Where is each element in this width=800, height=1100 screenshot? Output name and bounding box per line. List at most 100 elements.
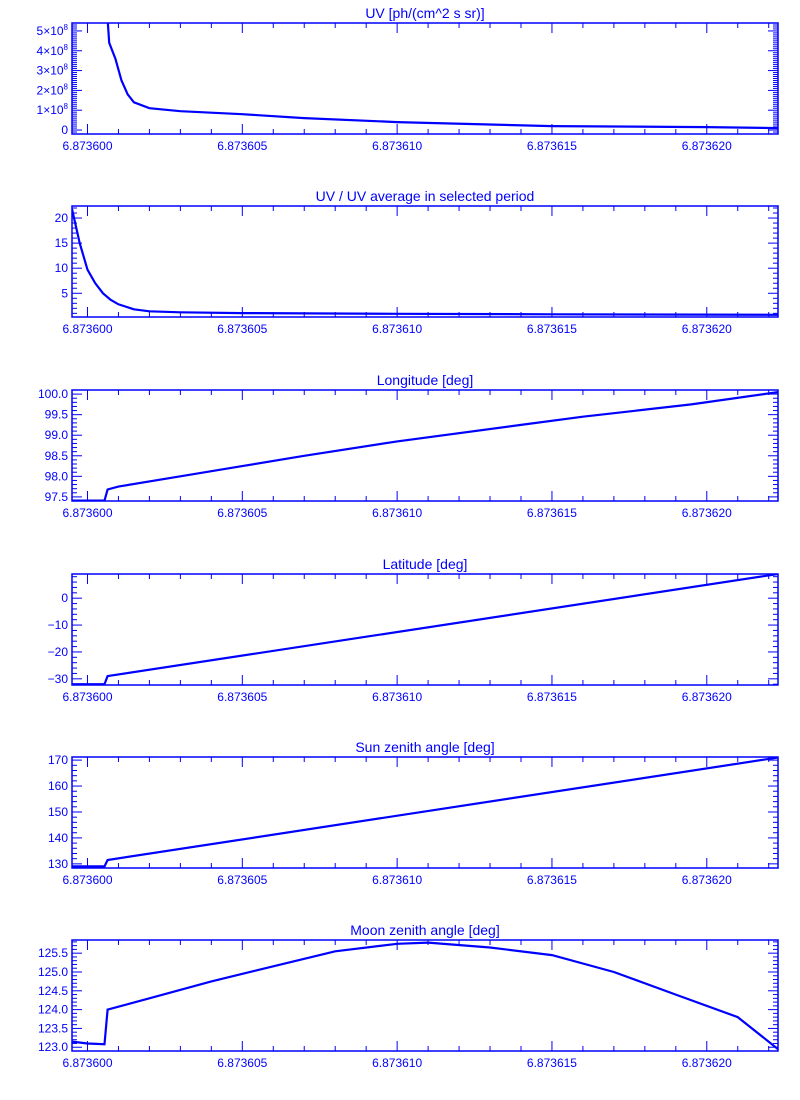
chart-title: Sun zenith angle [deg] [355, 739, 494, 755]
plot-frame [71, 756, 779, 869]
y-tick-label: 20 [55, 211, 69, 225]
x-tick-label: 6.873620 [682, 322, 732, 336]
y-tick-label-exponent: 8 [64, 23, 69, 32]
chart-title: Moon zenith angle [deg] [350, 922, 499, 938]
x-tick-label: 6.873615 [527, 322, 577, 336]
x-tick-label: 6.873615 [527, 873, 577, 887]
data-series-line [72, 391, 778, 501]
y-tick-label-base: 20 [55, 211, 69, 225]
x-tick-label: 6.873600 [62, 873, 112, 887]
y-tick-label-base: 170 [48, 753, 68, 767]
plot-frame [71, 573, 779, 686]
x-tick-label: 6.873600 [62, 322, 112, 336]
y-tick-label-base: 0 [61, 591, 68, 605]
x-tick-label: 6.873615 [527, 690, 577, 704]
y-tick-label: 125.0 [38, 965, 68, 979]
y-tick-label-base: 124.0 [38, 1003, 68, 1017]
y-tick-label: 100.0 [38, 387, 68, 401]
plot-frame [71, 939, 779, 1052]
x-tick-label: 6.873600 [62, 690, 112, 704]
y-tick-label-base: 5 [61, 286, 68, 300]
plot-frame [71, 22, 779, 135]
y-tick-label-base: 0 [61, 123, 68, 137]
chart-title: Latitude [deg] [383, 556, 468, 572]
chart-panel-6: Moon zenith angle [deg] 6.873600 6.873605 6… [38, 922, 779, 1070]
x-tick-label: 6.873615 [527, 139, 577, 153]
chart-panel-4: Latitude [deg] 6.873600 6.873605 6.873610 6.… [48, 556, 779, 704]
data-series-line [72, 941, 778, 1050]
y-tick-label: 130 [48, 857, 68, 871]
chart-panel-3: Longitude [deg] 6.873600 6.873605 6.873610 6… [38, 372, 779, 520]
y-tick-label: 140 [48, 831, 68, 845]
chart-title: Longitude [deg] [377, 372, 474, 388]
data-series-line [106, 23, 778, 130]
y-tick-label: 15 [55, 236, 69, 250]
x-tick-label: 6.873605 [217, 1056, 267, 1070]
x-tick-label: 6.873600 [62, 1056, 112, 1070]
x-tick-label: 6.873620 [682, 506, 732, 520]
y-tick-label: 1×108 [37, 102, 69, 117]
y-tick-label: 5 [61, 286, 68, 300]
y-tick-label: 10 [55, 261, 69, 275]
y-tick-label-base: 125.5 [38, 946, 68, 960]
chart-title: UV [ph/(cm^2 s sr)] [365, 5, 484, 21]
y-tick-label-base: 98.5 [45, 449, 69, 463]
chart-panel-2: UV / UV average in selected period 6.8736… [55, 188, 779, 336]
y-tick-label: 0 [61, 591, 68, 605]
y-tick-label: −30 [48, 672, 69, 686]
y-tick-label: 99.5 [45, 408, 69, 422]
y-tick-label-base: 10 [55, 261, 69, 275]
y-tick-label-base: 1×10 [37, 103, 64, 117]
y-tick-label-exponent: 8 [64, 63, 69, 72]
x-tick-label: 6.873620 [682, 1056, 732, 1070]
y-tick-label: 123.5 [38, 1021, 68, 1035]
y-tick-label-base: −10 [48, 618, 69, 632]
chart-panel-1: UV [ph/(cm^2 s sr)] 6.873600 6.873605 6.873… [37, 5, 779, 153]
x-tick-label: 6.873620 [682, 690, 732, 704]
x-tick-label: 6.873605 [217, 873, 267, 887]
y-tick-label-base: 123.0 [38, 1040, 68, 1054]
y-tick-label-base: 98.0 [45, 469, 69, 483]
data-series-line [72, 574, 778, 685]
x-tick-label: 6.873600 [62, 506, 112, 520]
y-tick-label-base: 100.0 [38, 387, 68, 401]
x-tick-label: 6.873605 [217, 139, 267, 153]
y-tick-label: 150 [48, 805, 68, 819]
data-series-line [72, 757, 778, 868]
y-tick-label-exponent: 8 [64, 82, 69, 91]
y-tick-label: 123.0 [38, 1040, 68, 1054]
x-tick-label: 6.873610 [372, 506, 422, 520]
y-tick-label-base: 99.0 [45, 428, 69, 442]
x-tick-label: 6.873610 [372, 690, 422, 704]
y-tick-label: 4×108 [37, 43, 69, 58]
x-tick-label: 6.873615 [527, 1056, 577, 1070]
y-tick-label-base: 5×10 [37, 24, 64, 38]
plot-frame [71, 389, 779, 502]
y-tick-label-base: −30 [48, 672, 69, 686]
y-tick-label-exponent: 8 [64, 102, 69, 111]
y-tick-label-base: −20 [48, 645, 69, 659]
y-tick-label: 5×108 [37, 23, 69, 38]
y-tick-label: −10 [48, 618, 69, 632]
y-tick-label: 97.5 [45, 490, 69, 504]
y-tick-label: 98.5 [45, 449, 69, 463]
y-tick-label-base: 4×10 [37, 44, 64, 58]
y-tick-label-base: 15 [55, 236, 69, 250]
y-tick-label-base: 130 [48, 857, 68, 871]
y-tick-label-base: 140 [48, 831, 68, 845]
y-tick-label: 124.0 [38, 1003, 68, 1017]
plot-frame [71, 205, 779, 318]
y-tick-label-base: 2×10 [37, 83, 64, 97]
y-tick-label-base: 150 [48, 805, 68, 819]
x-tick-label: 6.873605 [217, 506, 267, 520]
y-tick-label-base: 3×10 [37, 64, 64, 78]
x-tick-label: 6.873620 [682, 873, 732, 887]
x-tick-label: 6.873610 [372, 1056, 422, 1070]
x-tick-label: 6.873615 [527, 506, 577, 520]
y-tick-label: 2×108 [37, 82, 69, 97]
y-tick-label: 124.5 [38, 984, 68, 998]
y-tick-label: 0 [61, 123, 68, 137]
y-tick-label: 3×108 [37, 63, 69, 78]
y-tick-label: 170 [48, 753, 68, 767]
x-tick-label: 6.873610 [372, 322, 422, 336]
